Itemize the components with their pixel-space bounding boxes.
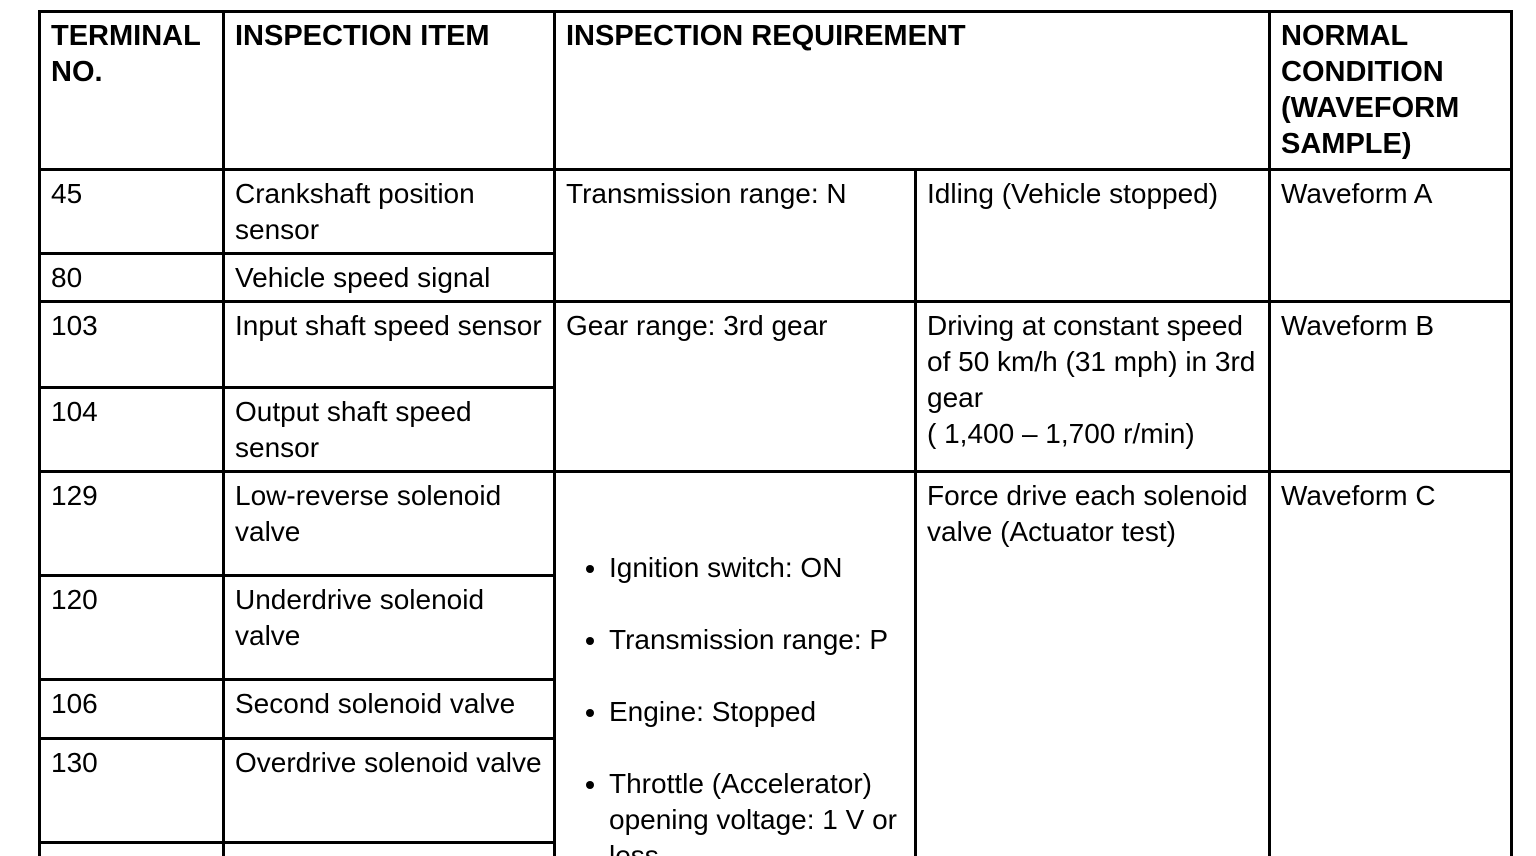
cell-inspection-item-129: Low-reverse solenoid valve xyxy=(222,470,556,577)
cell-condition-group-2: Driving at constant speed of 50 km/h (31… xyxy=(914,300,1271,473)
cell-waveform-group-1: Waveform A xyxy=(1268,168,1513,303)
cell-condition-group-3: Force drive each solenoid valve (Actuato… xyxy=(914,470,1271,856)
cell-requirement-group-1: Transmission range: N xyxy=(553,168,917,303)
col-header-normal-condition: NORMAL CONDITION (WAVEFORM SAMPLE) xyxy=(1268,10,1513,171)
requirement-bullet: Engine: Stopped xyxy=(609,694,906,730)
cell-inspection-item-104: Output shaft speed sensor xyxy=(222,386,556,473)
cell-terminal-no-103: 103 xyxy=(38,300,225,389)
table-row-terminal-129: 129 Low-reverse solenoid valve Ignition … xyxy=(38,470,1513,856)
col-header-inspection-requirement: INSPECTION REQUIREMENT xyxy=(553,10,1271,171)
table-row-terminal-45: 45 Crankshaft position sensor Transmissi… xyxy=(38,168,1513,303)
cell-terminal-no-120: 120 xyxy=(38,573,225,681)
header-row: TERMINAL NO. INSPECTION ITEM INSPECTION … xyxy=(38,10,1513,171)
cell-terminal-no-104: 104 xyxy=(38,386,225,473)
col-header-inspection-item: INSPECTION ITEM xyxy=(222,10,556,171)
requirement-bullet: Ignition switch: ON xyxy=(609,550,906,586)
cell-terminal-no-80: 80 xyxy=(38,252,225,303)
cell-inspection-item-106: Second solenoid valve xyxy=(222,677,556,741)
requirement-bullet: Throttle (Accelerator) opening voltage: … xyxy=(609,766,906,856)
cell-inspection-item-130: Overdrive solenoid valve xyxy=(222,737,556,845)
cell-inspection-item-107: Torque converter clutch control solenoid xyxy=(222,841,556,856)
cell-terminal-no-45: 45 xyxy=(38,168,225,255)
requirement-bullet: Transmission range: P xyxy=(609,622,906,658)
terminal-inspection-table: TERMINAL NO. INSPECTION ITEM INSPECTION … xyxy=(38,10,1513,856)
cell-waveform-group-3: Waveform C xyxy=(1268,470,1513,856)
cell-terminal-no-130: 130 xyxy=(38,737,225,845)
cell-inspection-item-80: Vehicle speed signal xyxy=(222,252,556,303)
table-row-terminal-107: 107 Torque converter clutch control sole… xyxy=(38,841,1512,856)
cell-inspection-item-120: Underdrive solenoid valve xyxy=(222,573,556,681)
table-row-terminal-80: 80 Vehicle speed signal xyxy=(38,252,1512,303)
cell-inspection-item-103: Input shaft speed sensor xyxy=(222,300,556,389)
cell-requirement-group-2: Gear range: 3rd gear xyxy=(553,300,917,473)
cell-waveform-group-2: Waveform B xyxy=(1268,300,1513,473)
requirement-bullet-list: Ignition switch: ON Transmission range: … xyxy=(566,514,906,856)
cell-terminal-no-107: 107 xyxy=(38,841,225,856)
table-row-terminal-106: 106 Second solenoid valve xyxy=(38,677,1512,741)
table-row-terminal-104: 104 Output shaft speed sensor xyxy=(38,386,1512,473)
cell-terminal-no-129: 129 xyxy=(38,470,225,577)
cell-requirement-group-3: Ignition switch: ON Transmission range: … xyxy=(553,470,917,856)
cell-condition-group-1: Idling (Vehicle stopped) xyxy=(914,168,1271,303)
table-row-terminal-130: 130 Overdrive solenoid valve xyxy=(38,737,1512,845)
table-row-terminal-103: 103 Input shaft speed sensor Gear range:… xyxy=(38,300,1513,473)
cell-inspection-item-45: Crankshaft position sensor xyxy=(222,168,556,255)
cell-terminal-no-106: 106 xyxy=(38,677,225,741)
table-row-terminal-120: 120 Underdrive solenoid valve xyxy=(38,573,1512,681)
col-header-terminal-no: TERMINAL NO. xyxy=(38,10,225,171)
